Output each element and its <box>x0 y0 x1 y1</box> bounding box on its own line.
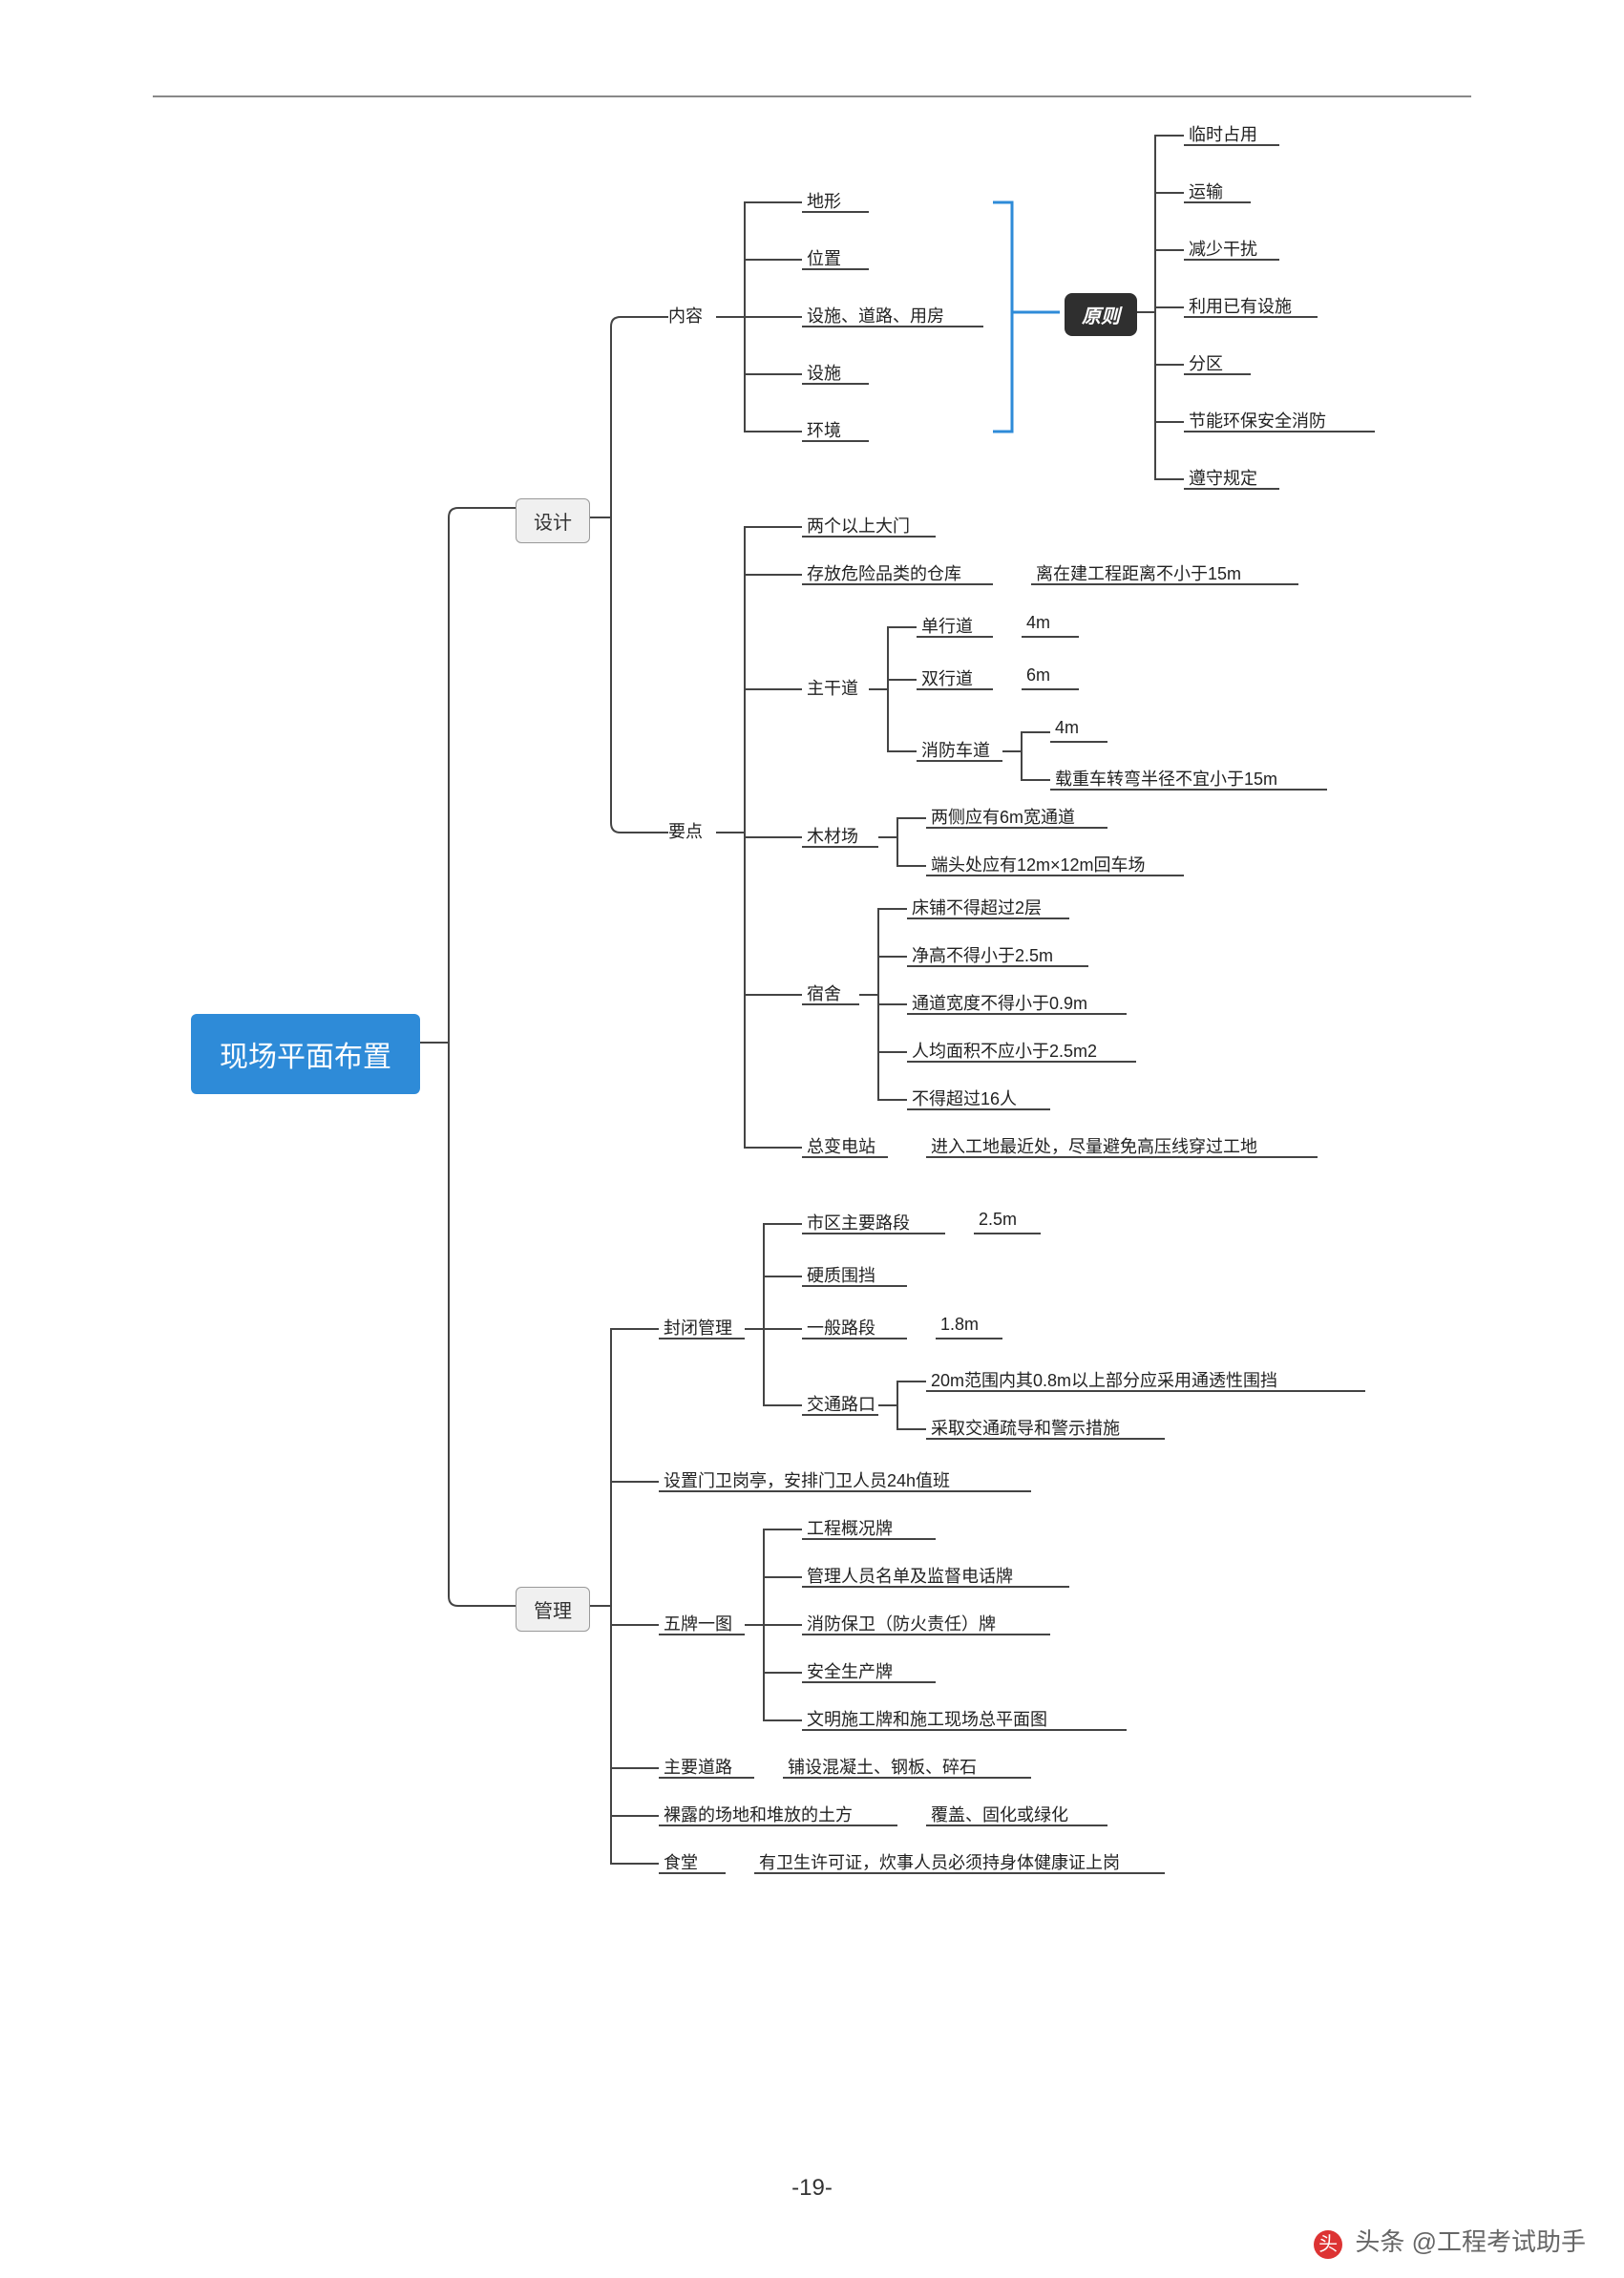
leaf: 单行道 <box>921 613 973 638</box>
leaf: 市区主要路段 <box>807 1210 910 1234</box>
label-fiveboards: 五牌一图 <box>664 1611 732 1635</box>
leaf: 有卫生许可证，炊事人员必须持身体健康证上岗 <box>759 1849 1120 1874</box>
leaf: 采取交通疏导和警示措施 <box>931 1415 1120 1440</box>
page-number: -19- <box>791 2175 833 2202</box>
leaf: 20m范围内其0.8m以上部分应采用通透性围挡 <box>931 1367 1277 1392</box>
leaf: 人均面积不应小于2.5m2 <box>912 1038 1097 1063</box>
leaf: 临时占用 <box>1189 121 1257 146</box>
leaf: 离在建工程距离不小于15m <box>1036 560 1241 585</box>
leaf: 节能环保安全消防 <box>1189 408 1326 432</box>
leaf: 一般路段 <box>807 1315 875 1339</box>
leaf: 6m <box>1026 665 1050 686</box>
leaf: 1.8m <box>940 1315 979 1335</box>
leaf: 交通路口 <box>807 1391 875 1416</box>
root-node: 现场平面布置 <box>191 1014 420 1094</box>
leaf: 环境 <box>807 417 841 442</box>
leaf: 端头处应有12m×12m回车场 <box>931 852 1146 876</box>
leaf: 设施 <box>807 360 841 385</box>
watermark-icon: 头 <box>1314 2230 1342 2259</box>
node-principle: 原则 <box>1065 293 1137 336</box>
label-wood: 木材场 <box>807 823 858 848</box>
watermark: 头 头条 @工程考试助手 <box>1314 2223 1586 2259</box>
node-design: 设计 <box>516 498 590 543</box>
leaf: 进入工地最近处，尽量避免高压线穿过工地 <box>931 1133 1257 1158</box>
leaf: 安全生产牌 <box>807 1658 893 1683</box>
leaf: 管理人员名单及监督电话牌 <box>807 1563 1013 1588</box>
leaf: 存放危险品类的仓库 <box>807 560 961 585</box>
leaf: 硬质围挡 <box>807 1262 875 1287</box>
leaf: 食堂 <box>664 1849 698 1874</box>
leaf: 不得超过16人 <box>912 1086 1017 1110</box>
label-mainroad: 主干道 <box>807 675 858 700</box>
leaf: 遵守规定 <box>1189 465 1257 490</box>
leaf: 铺设混凝土、钢板、碎石 <box>788 1754 977 1779</box>
leaf: 主要道路 <box>664 1754 732 1779</box>
watermark-handle: @工程考试助手 <box>1412 2227 1586 2256</box>
leaf: 设置门卫岗亭，安排门卫人员24h值班 <box>664 1467 950 1492</box>
label-content: 内容 <box>668 303 703 327</box>
label-closed: 封闭管理 <box>664 1315 732 1339</box>
leaf: 净高不得小于2.5m <box>912 942 1053 967</box>
leaf: 消防车道 <box>921 737 990 762</box>
leaf: 地形 <box>807 188 841 213</box>
leaf: 载重车转弯半径不宜小于15m <box>1055 766 1277 791</box>
leaf: 两侧应有6m宽通道 <box>931 804 1075 829</box>
leaf: 工程概况牌 <box>807 1515 893 1540</box>
leaf: 4m <box>1055 718 1079 738</box>
node-manage: 管理 <box>516 1587 590 1632</box>
leaf: 覆盖、固化或绿化 <box>931 1802 1068 1826</box>
leaf: 位置 <box>807 245 841 270</box>
leaf: 4m <box>1026 613 1050 633</box>
leaf: 运输 <box>1189 179 1223 203</box>
leaf: 文明施工牌和施工现场总平面图 <box>807 1706 1047 1731</box>
leaf: 设施、道路、用房 <box>807 303 944 327</box>
leaf: 裸露的场地和堆放的土方 <box>664 1802 853 1826</box>
leaf: 床铺不得超过2层 <box>912 895 1042 919</box>
leaf: 利用已有设施 <box>1189 293 1292 318</box>
mindmap: 现场平面布置 设计 管理 内容 地形 位置 设施、道路、用房 设施 环境 原则 … <box>153 97 1471 2055</box>
leaf: 消防保卫（防火责任）牌 <box>807 1611 996 1635</box>
label-points: 要点 <box>668 818 703 843</box>
leaf: 通道宽度不得小于0.9m <box>912 990 1087 1015</box>
leaf: 双行道 <box>921 665 973 690</box>
leaf: 2.5m <box>979 1210 1017 1230</box>
label-substation: 总变电站 <box>807 1133 875 1158</box>
label-dorm: 宿舍 <box>807 981 841 1005</box>
watermark-prefix: 头条 <box>1355 2227 1404 2256</box>
leaf: 减少干扰 <box>1189 236 1257 261</box>
leaf: 分区 <box>1189 350 1223 375</box>
leaf: 两个以上大门 <box>807 513 910 538</box>
